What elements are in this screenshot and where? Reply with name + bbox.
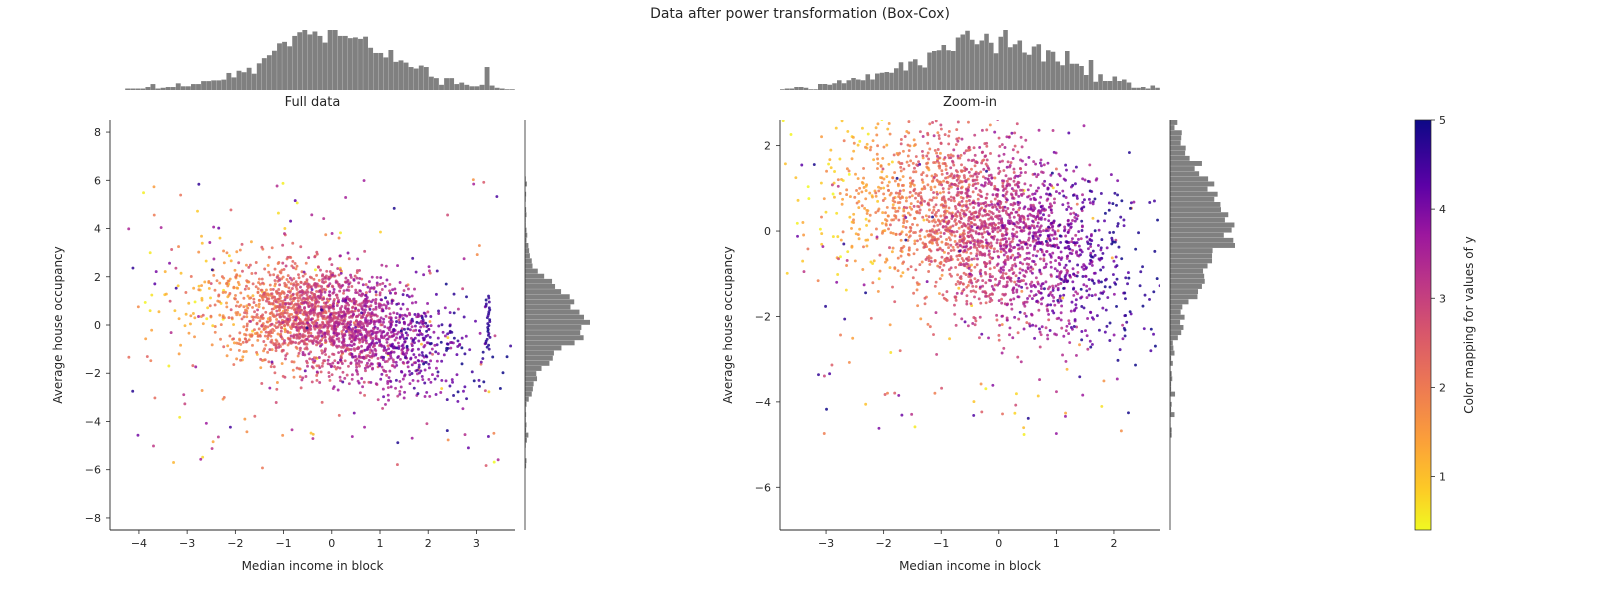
x-tick-label: 0 <box>328 537 335 550</box>
x-tick-label: −2 <box>876 537 892 550</box>
y-tick-label: 8 <box>94 126 101 139</box>
right-marginal-histogram <box>1170 120 1235 438</box>
y-tick-label: 2 <box>94 271 101 284</box>
y-tick-label: −2 <box>755 310 771 323</box>
x-tick-label: 0 <box>995 537 1002 550</box>
y-axis-label: Average house occupancy <box>721 246 735 404</box>
top-marginal-histogram <box>780 30 1160 90</box>
y-tick-label: 0 <box>764 225 771 238</box>
x-tick-label: −2 <box>227 537 243 550</box>
right-marginal-histogram <box>525 176 590 468</box>
y-tick-label: −2 <box>85 367 101 380</box>
panel-title: Full data <box>285 95 341 110</box>
x-tick-label: 2 <box>1110 537 1117 550</box>
x-tick-label: −1 <box>275 537 291 550</box>
x-tick-label: −4 <box>131 537 147 550</box>
colorbar-tick-label: 4 <box>1439 203 1446 216</box>
x-tick-label: 1 <box>377 537 384 550</box>
y-tick-label: −4 <box>755 396 771 409</box>
colorbar-label: Color mapping for values of y <box>1462 236 1476 413</box>
x-tick-label: −3 <box>179 537 195 550</box>
scatter-points <box>127 178 527 469</box>
scatter-points <box>732 60 1203 436</box>
panel-title: Zoom-in <box>943 95 997 110</box>
colorbar-tick-label: 2 <box>1439 381 1446 394</box>
x-tick-label: −1 <box>933 537 949 550</box>
x-tick-label: 3 <box>473 537 480 550</box>
panel-zoom: −3 −2 −1 0 1 2 −6 −4 −2 0 2 Median income in block A… <box>721 30 1235 573</box>
y-axis-label: Average house occupancy <box>51 246 65 404</box>
y-tick-label: 4 <box>94 223 101 236</box>
colorbar-tick-label: 3 <box>1439 292 1446 305</box>
x-axis-label: Median income in block <box>899 559 1041 573</box>
y-tick-label: 6 <box>94 174 101 187</box>
x-tick-label: 1 <box>1053 537 1060 550</box>
colorbar-tick-label: 5 <box>1439 114 1446 127</box>
y-tick-label: 0 <box>94 319 101 332</box>
figure-suptitle: Data after power transformation (Box-Cox… <box>650 6 950 22</box>
y-tick-label: −6 <box>85 464 101 477</box>
panel-full: −4 −3 −2 −1 0 1 2 3 −8 −6 −4 −2 0 2 4 6 8 Median income i… <box>51 30 590 573</box>
x-axis-label: Median income in block <box>242 559 384 573</box>
x-tick-label: −3 <box>818 537 834 550</box>
y-tick-label: −4 <box>85 415 101 428</box>
x-tick-label: 2 <box>425 537 432 550</box>
top-marginal-histogram <box>125 30 515 90</box>
colorbar-tick-label: 1 <box>1439 471 1446 484</box>
colorbar: 1 2 3 4 5 Color mapping for values of y <box>1415 114 1476 530</box>
y-tick-label: 2 <box>764 140 771 153</box>
y-tick-label: −6 <box>755 481 771 494</box>
y-tick-label: −8 <box>85 512 101 525</box>
figure-root: Data after power transformation (Box-Cox… <box>0 0 1600 600</box>
